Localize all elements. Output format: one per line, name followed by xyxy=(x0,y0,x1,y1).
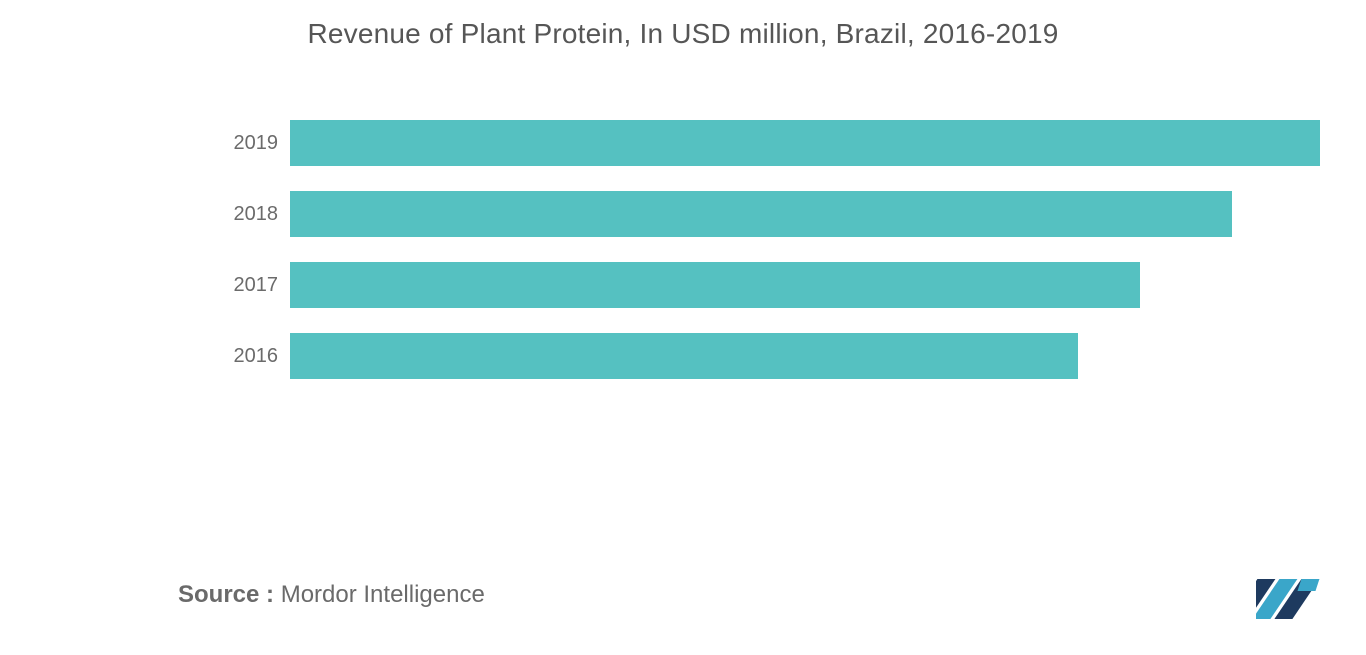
mordor-logo-icon xyxy=(1256,571,1342,621)
source-attribution: Source : Mordor Intelligence xyxy=(178,581,485,609)
bar-row: 2017 xyxy=(210,262,1320,308)
y-category-label: 2017 xyxy=(210,274,290,297)
bar-row: 2016 xyxy=(210,333,1320,379)
bar-chart: 2019 2018 2017 2016 xyxy=(210,120,1320,404)
bar-row: 2019 xyxy=(210,120,1320,166)
source-label: Source : xyxy=(178,581,274,608)
logo-mark xyxy=(1256,579,1319,619)
bar xyxy=(290,262,1140,308)
bar xyxy=(290,333,1078,379)
y-category-label: 2019 xyxy=(210,132,290,155)
bar-row: 2018 xyxy=(210,191,1320,237)
bar xyxy=(290,191,1232,237)
bar-track xyxy=(290,262,1320,308)
bar-track xyxy=(290,333,1320,379)
bar-track xyxy=(290,191,1320,237)
bar-track xyxy=(290,120,1320,166)
chart-title: Revenue of Plant Protein, In USD million… xyxy=(0,18,1366,50)
y-category-label: 2016 xyxy=(210,345,290,368)
source-value: Mordor Intelligence xyxy=(281,581,485,608)
bar xyxy=(290,120,1320,166)
y-category-label: 2018 xyxy=(210,203,290,226)
